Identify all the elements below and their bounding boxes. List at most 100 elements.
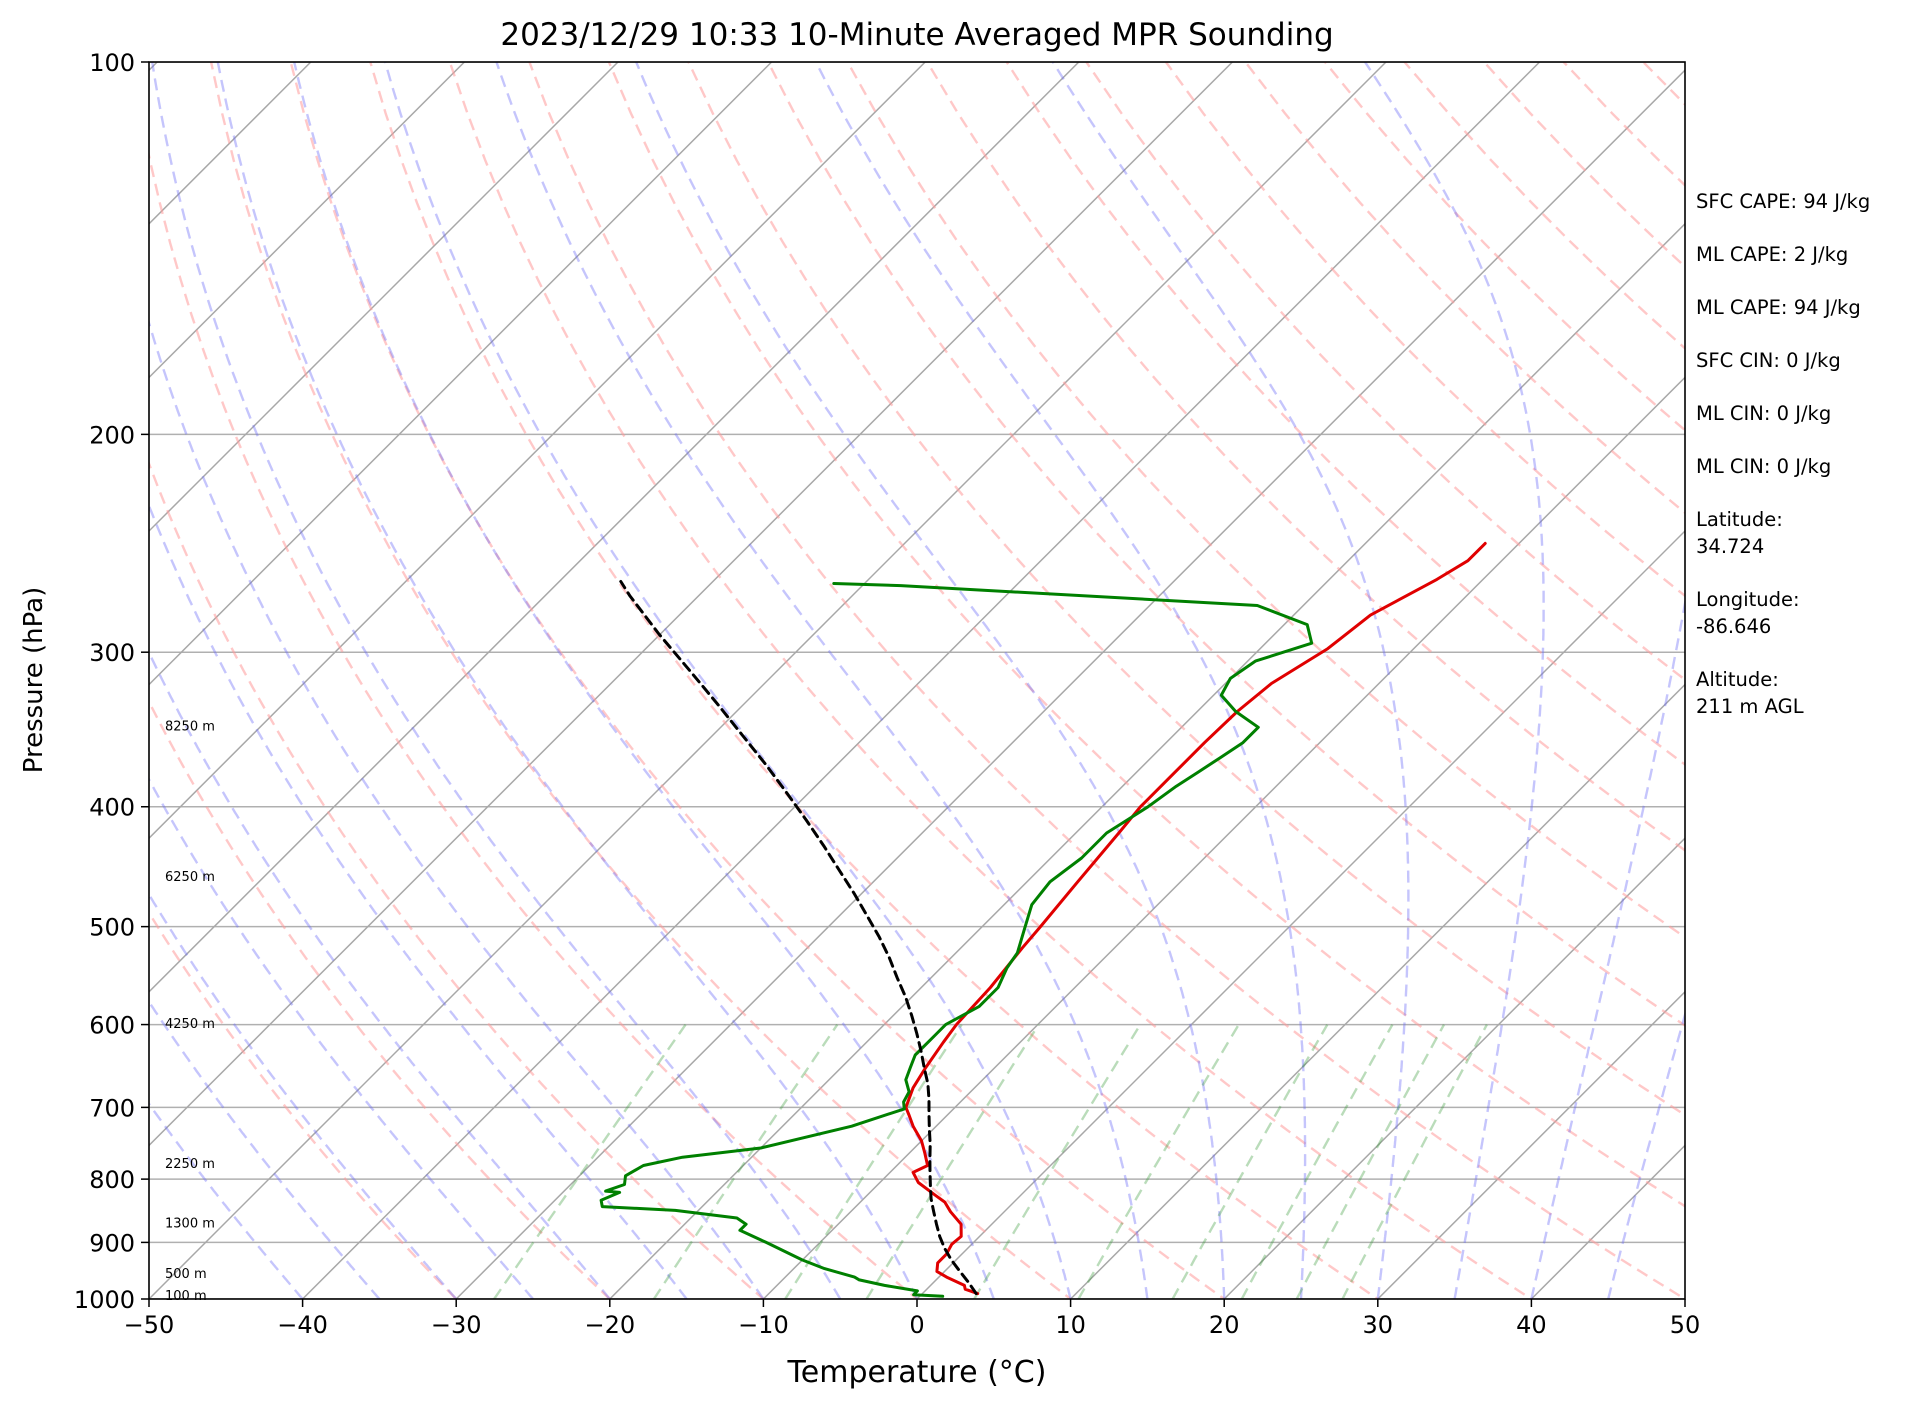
dry-adiabat	[289, 62, 1227, 1299]
x-tick-label: −10	[738, 1311, 789, 1339]
y-tick-label: 300	[89, 639, 135, 667]
isotherm	[149, 62, 465, 379]
height-label: 8250 m	[165, 720, 215, 735]
plot-frame	[148, 61, 1686, 1300]
isotherm	[149, 62, 1080, 993]
x-tick-label: −30	[431, 1311, 482, 1339]
moist-adiabat	[1051, 62, 1410, 1299]
isotherm	[1223, 837, 1685, 1299]
dry-adiabat	[687, 62, 1685, 1117]
isotherm	[916, 529, 1685, 1299]
moist-adiabat	[149, 999, 381, 1299]
mixing-ratio-line	[1171, 1024, 1329, 1299]
stat-ml-cape-2: ML CAPE: 94 J/kg	[1696, 296, 1861, 319]
moist-adiabat	[293, 62, 995, 1299]
mixing-ratio-line	[493, 1023, 687, 1299]
dry-adiabat	[369, 62, 1380, 1299]
dry-adiabat	[149, 149, 919, 1299]
x-tick-label: 10	[1055, 1311, 1086, 1339]
height-label: 100 m	[165, 1289, 207, 1304]
isotherm	[1377, 990, 1685, 1299]
x-tick-label: 50	[1670, 1311, 1701, 1339]
isotherm	[149, 62, 926, 840]
series-layer	[599, 541, 1487, 1298]
x-tick-label: −50	[124, 1311, 175, 1339]
y-tick-label: 800	[89, 1166, 135, 1194]
temperature-line	[904, 541, 1487, 1296]
dry-adiabat	[926, 62, 1685, 852]
dry-adiabat	[528, 62, 1685, 1299]
x-axis-ticks: −50 −40 −30 −20 −10 0 10 20 30 40 50	[124, 1299, 1701, 1339]
dry-adiabat	[1005, 62, 1685, 767]
height-label: 6250 m	[165, 870, 215, 885]
height-label: 1300 m	[165, 1216, 215, 1231]
moist-adiabat	[149, 502, 688, 1299]
mixing-ratio-line	[652, 1023, 839, 1299]
isotherm	[149, 62, 773, 686]
isotherm	[0, 62, 4, 1299]
y-tick-label: 500	[89, 914, 135, 942]
background-lines	[0, 62, 1685, 1299]
moist-adiabat	[1530, 596, 1685, 1299]
dry-adiabat	[149, 910, 458, 1299]
dry-adiabat	[149, 460, 766, 1299]
chart-title: 2023/12/29 10:33 10-Minute Averaged MPR …	[500, 17, 1333, 53]
moist-adiabat	[635, 62, 1226, 1299]
moist-adiabat	[149, 318, 765, 1299]
x-tick-label: 20	[1209, 1311, 1240, 1339]
y-tick-label: 100	[89, 49, 135, 77]
moist-adiabat	[149, 649, 611, 1299]
moist-adiabat	[1363, 62, 1545, 1299]
mixing-ratio-line	[784, 1023, 963, 1299]
parcel-line	[619, 580, 978, 1296]
dry-adiabat	[607, 62, 1685, 1208]
mixing-ratio-line	[1295, 1024, 1446, 1299]
isotherm	[455, 69, 1685, 1299]
y-axis-label: Pressure (hPa)	[19, 587, 49, 774]
y-tick-label: 600	[89, 1012, 135, 1040]
dry-adiabat	[448, 62, 1534, 1299]
stat-longitude: Longitude: -86.646	[1696, 588, 1800, 638]
mixing-ratio-line	[1077, 1023, 1240, 1299]
stat-latitude: Latitude: 34.724	[1696, 508, 1783, 558]
stat-sfc-cin: SFC CIN: 0 J/kg	[1696, 349, 1841, 372]
y-tick-label: 200	[89, 421, 135, 449]
dewpoint-line	[599, 582, 1314, 1298]
dry-adiabat	[1164, 62, 1685, 598]
dry-adiabat	[149, 699, 612, 1299]
height-label: 4250 m	[165, 1017, 215, 1032]
y-tick-label: 900	[89, 1229, 135, 1257]
x-tick-label: 0	[909, 1311, 924, 1339]
y-axis-ticks: 100 200 300 400 500 600 700 800 900 1000	[74, 49, 149, 1314]
stat-sfc-cape: SFC CAPE: 94 J/kg	[1696, 190, 1871, 213]
moist-adiabat	[149, 777, 534, 1299]
dry-adiabat	[209, 62, 1073, 1299]
y-tick-label: 700	[89, 1094, 135, 1122]
isotherm	[1070, 683, 1685, 1299]
height-label: 500 m	[165, 1267, 207, 1282]
isotherm	[149, 62, 1233, 1147]
x-tick-label: −40	[277, 1311, 328, 1339]
dry-adiabat	[846, 62, 1685, 939]
moist-adiabat	[151, 62, 842, 1299]
height-labels: 8250 m 6250 m 4250 m 2250 m 1300 m 500 m 100 m	[165, 720, 215, 1305]
stat-ml-cape: ML CAPE: 2 J/kg	[1696, 243, 1849, 266]
mixing-ratio-line	[1240, 1024, 1394, 1299]
sounding-stats: SFC CAPE: 94 J/kg ML CAPE: 2 J/kg ML CAP…	[1696, 188, 1901, 746]
stat-ml-cin: ML CIN: 0 J/kg	[1696, 402, 1832, 425]
height-label: 2250 m	[165, 1157, 215, 1172]
moist-adiabat	[814, 62, 1307, 1299]
x-tick-label: 30	[1363, 1311, 1394, 1339]
mixing-ratio-line	[865, 1023, 1040, 1299]
isotherm	[149, 62, 619, 533]
x-tick-label: 40	[1516, 1311, 1547, 1339]
moist-adiabat	[149, 892, 458, 1299]
y-tick-label: 1000	[74, 1286, 135, 1314]
x-axis-label: Temperature (°C)	[787, 1355, 1047, 1390]
y-tick-label: 400	[89, 794, 135, 822]
stat-altitude: Altitude: 211 m AGL	[1696, 668, 1804, 718]
moist-adiabat	[384, 62, 1072, 1299]
dry-adiabat	[767, 62, 1685, 1027]
x-tick-label: −20	[584, 1311, 635, 1339]
